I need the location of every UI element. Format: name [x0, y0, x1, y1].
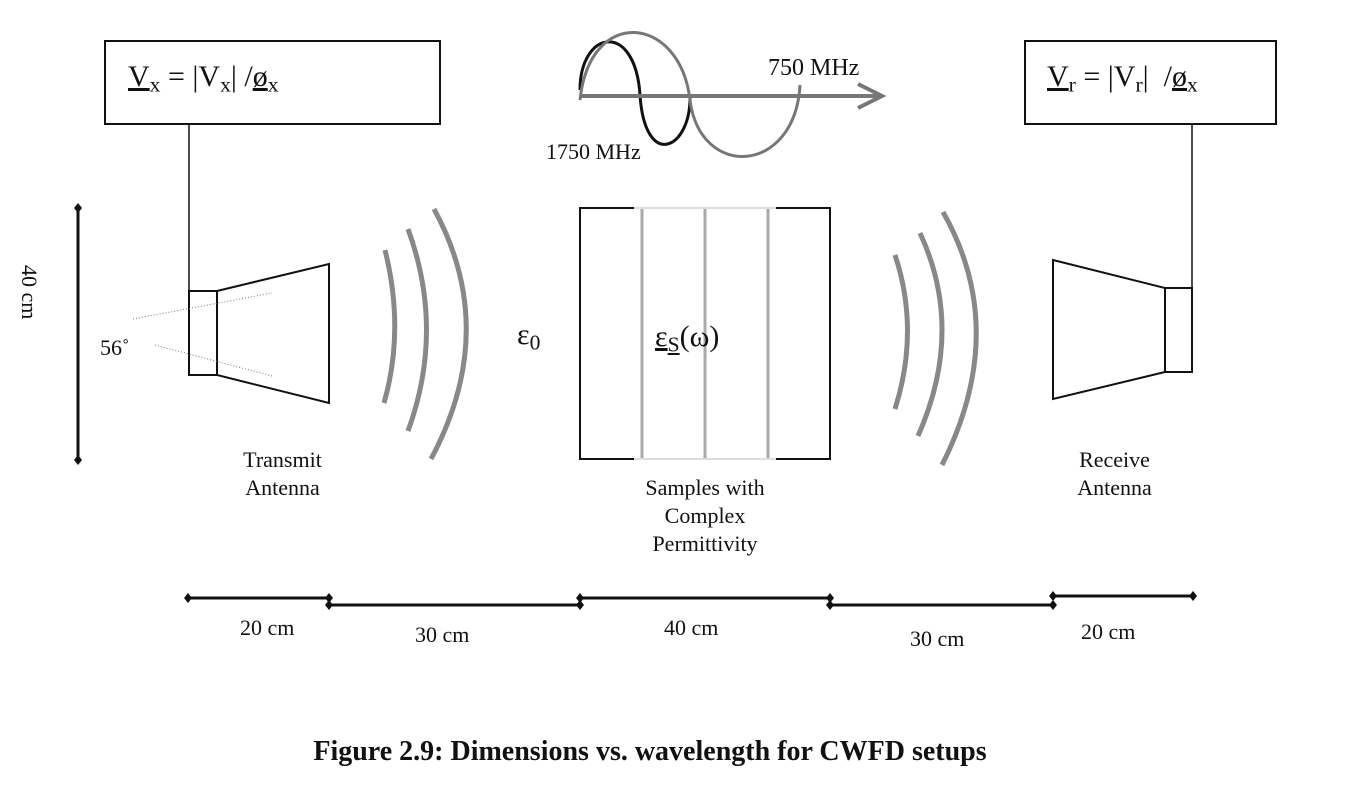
dim-label-tx-gap: 30 cm	[415, 622, 470, 647]
rx-v-symbol: V	[1047, 60, 1069, 93]
epsilon-free-sub: 0	[529, 330, 541, 355]
epsilon-sample-sub: S	[667, 332, 680, 357]
wave-750mhz	[578, 31, 802, 158]
transmit-antenna-horn	[216, 262, 330, 405]
dim-tick	[826, 600, 834, 610]
sample-label-line-1: Samples with	[645, 475, 765, 500]
rx-phase-sub: x	[1187, 72, 1198, 97]
tx-eq: = |V	[160, 60, 221, 93]
dim-tick	[1049, 591, 1057, 601]
receive-antenna-horn	[1052, 258, 1166, 401]
rx-wavefront-3	[939, 210, 979, 467]
epsilon-sample-symbol: ε	[655, 320, 668, 353]
vertical-dimension-bottom-tick	[74, 455, 82, 465]
sample-label: Samples with Complex Permittivity	[605, 474, 805, 558]
tx-mag-sub: x	[220, 72, 231, 97]
receive-antenna-label: Receive Antenna	[1042, 446, 1187, 502]
receive-voltage-box	[1024, 40, 1277, 125]
transmit-label-line-1: Transmit	[243, 447, 322, 472]
dim-tick	[826, 593, 834, 603]
tx-wavefront-1	[381, 249, 398, 404]
rx-mag-sub: r	[1135, 72, 1143, 97]
tx-phase-symbol: ø	[252, 60, 268, 93]
transmit-antenna-label: Transmit Antenna	[210, 446, 355, 502]
epsilon-free-space: ε0	[517, 318, 540, 355]
rx-v-sub: r	[1068, 72, 1076, 97]
dim-label-tx-antenna: 20 cm	[240, 615, 295, 640]
rx-wavefront-2	[915, 231, 945, 438]
beam-edge-upper	[132, 292, 273, 320]
dim-label-sample: 40 cm	[664, 615, 719, 640]
sample-label-line-2: Complex	[664, 503, 746, 528]
epsilon-sample-arg: (ω)	[679, 320, 720, 353]
tx-wavefront-2	[405, 228, 429, 432]
figure-caption: Figure 2.9: Dimensions vs. wavelength fo…	[313, 736, 987, 767]
beam-edge-lower	[154, 344, 273, 377]
dim-tick	[184, 593, 192, 603]
dimension-ticks	[184, 591, 1197, 610]
horizontal-dimensions	[188, 594, 1193, 607]
tx-v-sub: x	[149, 72, 161, 97]
rx-phase-symbol: ø	[1172, 60, 1188, 93]
tx-v-symbol: V	[128, 60, 150, 93]
sample-label-line-3: Permittivity	[652, 531, 758, 556]
tx-wavefront-3	[428, 207, 469, 461]
dim-label-rx-antenna: 20 cm	[1081, 619, 1136, 644]
rx-wavefront-1	[892, 254, 910, 410]
receive-antenna-feed	[1164, 287, 1193, 373]
receive-label-line-1: Receive	[1079, 447, 1150, 472]
freq-high-label: 1750 MHz	[546, 139, 641, 164]
dim-tick	[1189, 591, 1197, 601]
propagation-arrow-head	[857, 82, 887, 110]
dim-tick	[576, 593, 584, 603]
vertical-dimension-label: 40 cm	[17, 265, 42, 320]
transmit-voltage-box	[104, 40, 441, 125]
tx-phase-sub: x	[267, 72, 279, 97]
dim-tick	[325, 593, 333, 603]
epsilon-free-symbol: ε	[517, 318, 530, 351]
receive-voltage-formula: Vr = |Vr| /øx	[1047, 60, 1198, 97]
rx-eq: = |V	[1075, 60, 1136, 93]
freq-low-label: 750 MHz	[768, 55, 860, 81]
dim-tick	[325, 600, 333, 610]
transmit-voltage-formula: Vx = |Vx| /øx	[128, 60, 279, 97]
epsilon-sample: εS(ω)	[655, 320, 719, 357]
receive-label-line-2: Antenna	[1077, 475, 1152, 500]
beam-angle-label: 56˚	[100, 335, 130, 360]
vertical-dimension-top-tick	[74, 203, 82, 213]
tx-angle-sep: | /	[230, 60, 253, 93]
dim-label-rx-gap: 30 cm	[910, 626, 965, 651]
transmit-antenna-feed	[188, 290, 218, 376]
dim-tick	[1049, 600, 1057, 610]
rx-angle-sep: | /	[1142, 60, 1173, 93]
transmit-label-line-2: Antenna	[245, 475, 320, 500]
dim-tick	[576, 600, 584, 610]
